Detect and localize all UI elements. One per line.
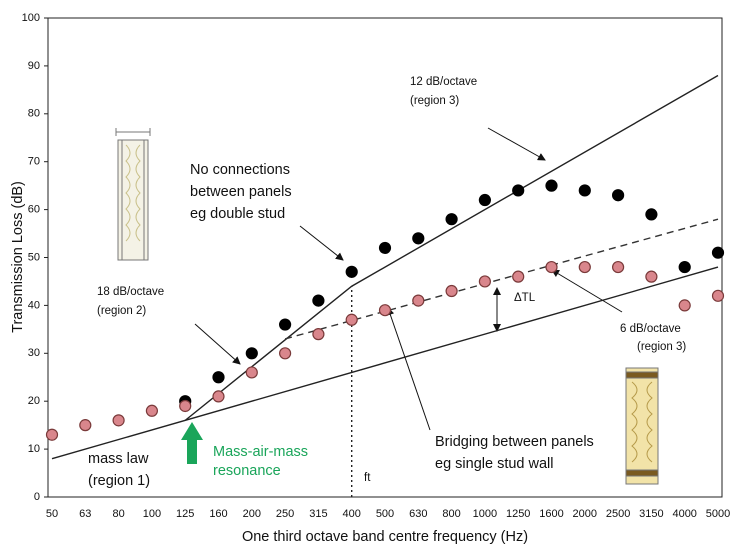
x-tick-label: 800	[442, 508, 460, 520]
data-point	[479, 276, 490, 287]
x-tick-label: 315	[309, 508, 327, 520]
annotation: eg single stud wall	[435, 456, 554, 472]
y-tick-label: 70	[28, 156, 40, 168]
data-point	[246, 367, 257, 378]
annotation: between panels	[190, 184, 292, 200]
annotation: No connections	[190, 162, 290, 178]
data-point	[679, 300, 690, 311]
x-tick-label: 250	[276, 508, 294, 520]
x-tick-label: 4000	[672, 508, 696, 520]
y-tick-label: 50	[28, 251, 40, 263]
data-point	[413, 233, 424, 244]
data-point	[213, 372, 224, 383]
data-point	[713, 247, 724, 258]
data-point	[546, 180, 557, 191]
y-tick-label: 100	[22, 12, 40, 24]
data-point	[213, 391, 224, 402]
data-point	[346, 266, 357, 277]
y-tick-label: 20	[28, 395, 40, 407]
annotation: 6 dB/octave	[620, 323, 681, 335]
x-tick-label: 500	[376, 508, 394, 520]
data-point	[613, 262, 624, 273]
x-tick-label: 1250	[506, 508, 530, 520]
x-tick-label: 630	[409, 508, 427, 520]
resonance-arrow	[181, 422, 203, 464]
x-tick-label: 160	[209, 508, 227, 520]
annotation: ΔTL	[514, 292, 536, 304]
data-point	[646, 271, 657, 282]
annotation: Mass-air-mass	[213, 444, 308, 460]
x-tick-label: 125	[176, 508, 194, 520]
x-tick-label: 100	[143, 508, 161, 520]
x-tick-label: 2500	[606, 508, 630, 520]
annotation: (region 2)	[97, 305, 146, 317]
data-point	[346, 314, 357, 325]
data-point	[479, 195, 490, 206]
data-point	[579, 185, 590, 196]
annotation: 18 dB/octave	[97, 286, 164, 298]
data-point	[146, 405, 157, 416]
data-point	[313, 329, 324, 340]
y-axis-title: Transmission Loss (dB)	[10, 181, 26, 333]
annotation: Bridging between panels	[435, 434, 594, 450]
x-tick-label: 50	[46, 508, 58, 520]
x-axis-title: One third octave band centre frequency (…	[242, 529, 528, 545]
data-point	[646, 209, 657, 220]
data-point	[413, 295, 424, 306]
x-tick-label: 1000	[473, 508, 497, 520]
annotation: 12 dB/octave	[410, 76, 477, 88]
annotation: (region 3)	[637, 341, 686, 353]
page: Transmission Loss (dB) One third octave …	[0, 0, 737, 549]
y-tick-label: 60	[28, 204, 40, 216]
data-point	[280, 348, 291, 359]
chart: Transmission Loss (dB) One third octave …	[0, 0, 737, 549]
data-point	[513, 271, 524, 282]
data-point	[113, 415, 124, 426]
data-point	[513, 185, 524, 196]
double-stud-icon	[116, 128, 150, 260]
x-tick-label: 200	[243, 508, 261, 520]
x-tick-label: 400	[343, 508, 361, 520]
data-point	[47, 429, 58, 440]
data-point	[380, 305, 391, 316]
data-point	[613, 190, 624, 201]
data-point	[246, 348, 257, 359]
annotation: (region 3)	[410, 95, 459, 107]
data-point	[446, 214, 457, 225]
x-tick-label: 2000	[573, 508, 597, 520]
data-point	[80, 420, 91, 431]
data-point	[180, 400, 191, 411]
x-tick-label: 3150	[639, 508, 663, 520]
data-point	[679, 262, 690, 273]
annotation: mass law	[88, 451, 149, 467]
plot-frame	[48, 18, 722, 497]
y-tick-label: 10	[28, 443, 40, 455]
annotation: eg double stud	[190, 206, 285, 222]
x-tick-label: 5000	[706, 508, 730, 520]
annotations: 12 dB/octave (region 3) No connections b…	[88, 76, 686, 489]
y-tick-label: 0	[34, 491, 40, 503]
x-tick-label: 63	[79, 508, 91, 520]
data-point	[546, 262, 557, 273]
y-tick-label: 30	[28, 347, 40, 359]
data-point	[380, 242, 391, 253]
annotation: ft	[364, 472, 371, 484]
data-point	[713, 290, 724, 301]
data-point	[280, 319, 291, 330]
annotation: (region 1)	[88, 473, 150, 489]
single-stud-icon	[626, 368, 658, 484]
data-point	[579, 262, 590, 273]
y-tick-label: 80	[28, 108, 40, 120]
x-tick-label: 80	[112, 508, 124, 520]
x-tick-label: 1600	[539, 508, 563, 520]
y-tick-label: 90	[28, 60, 40, 72]
annotation: resonance	[213, 463, 281, 479]
y-tick-label: 40	[28, 299, 40, 311]
data-point	[313, 295, 324, 306]
data-point	[446, 286, 457, 297]
